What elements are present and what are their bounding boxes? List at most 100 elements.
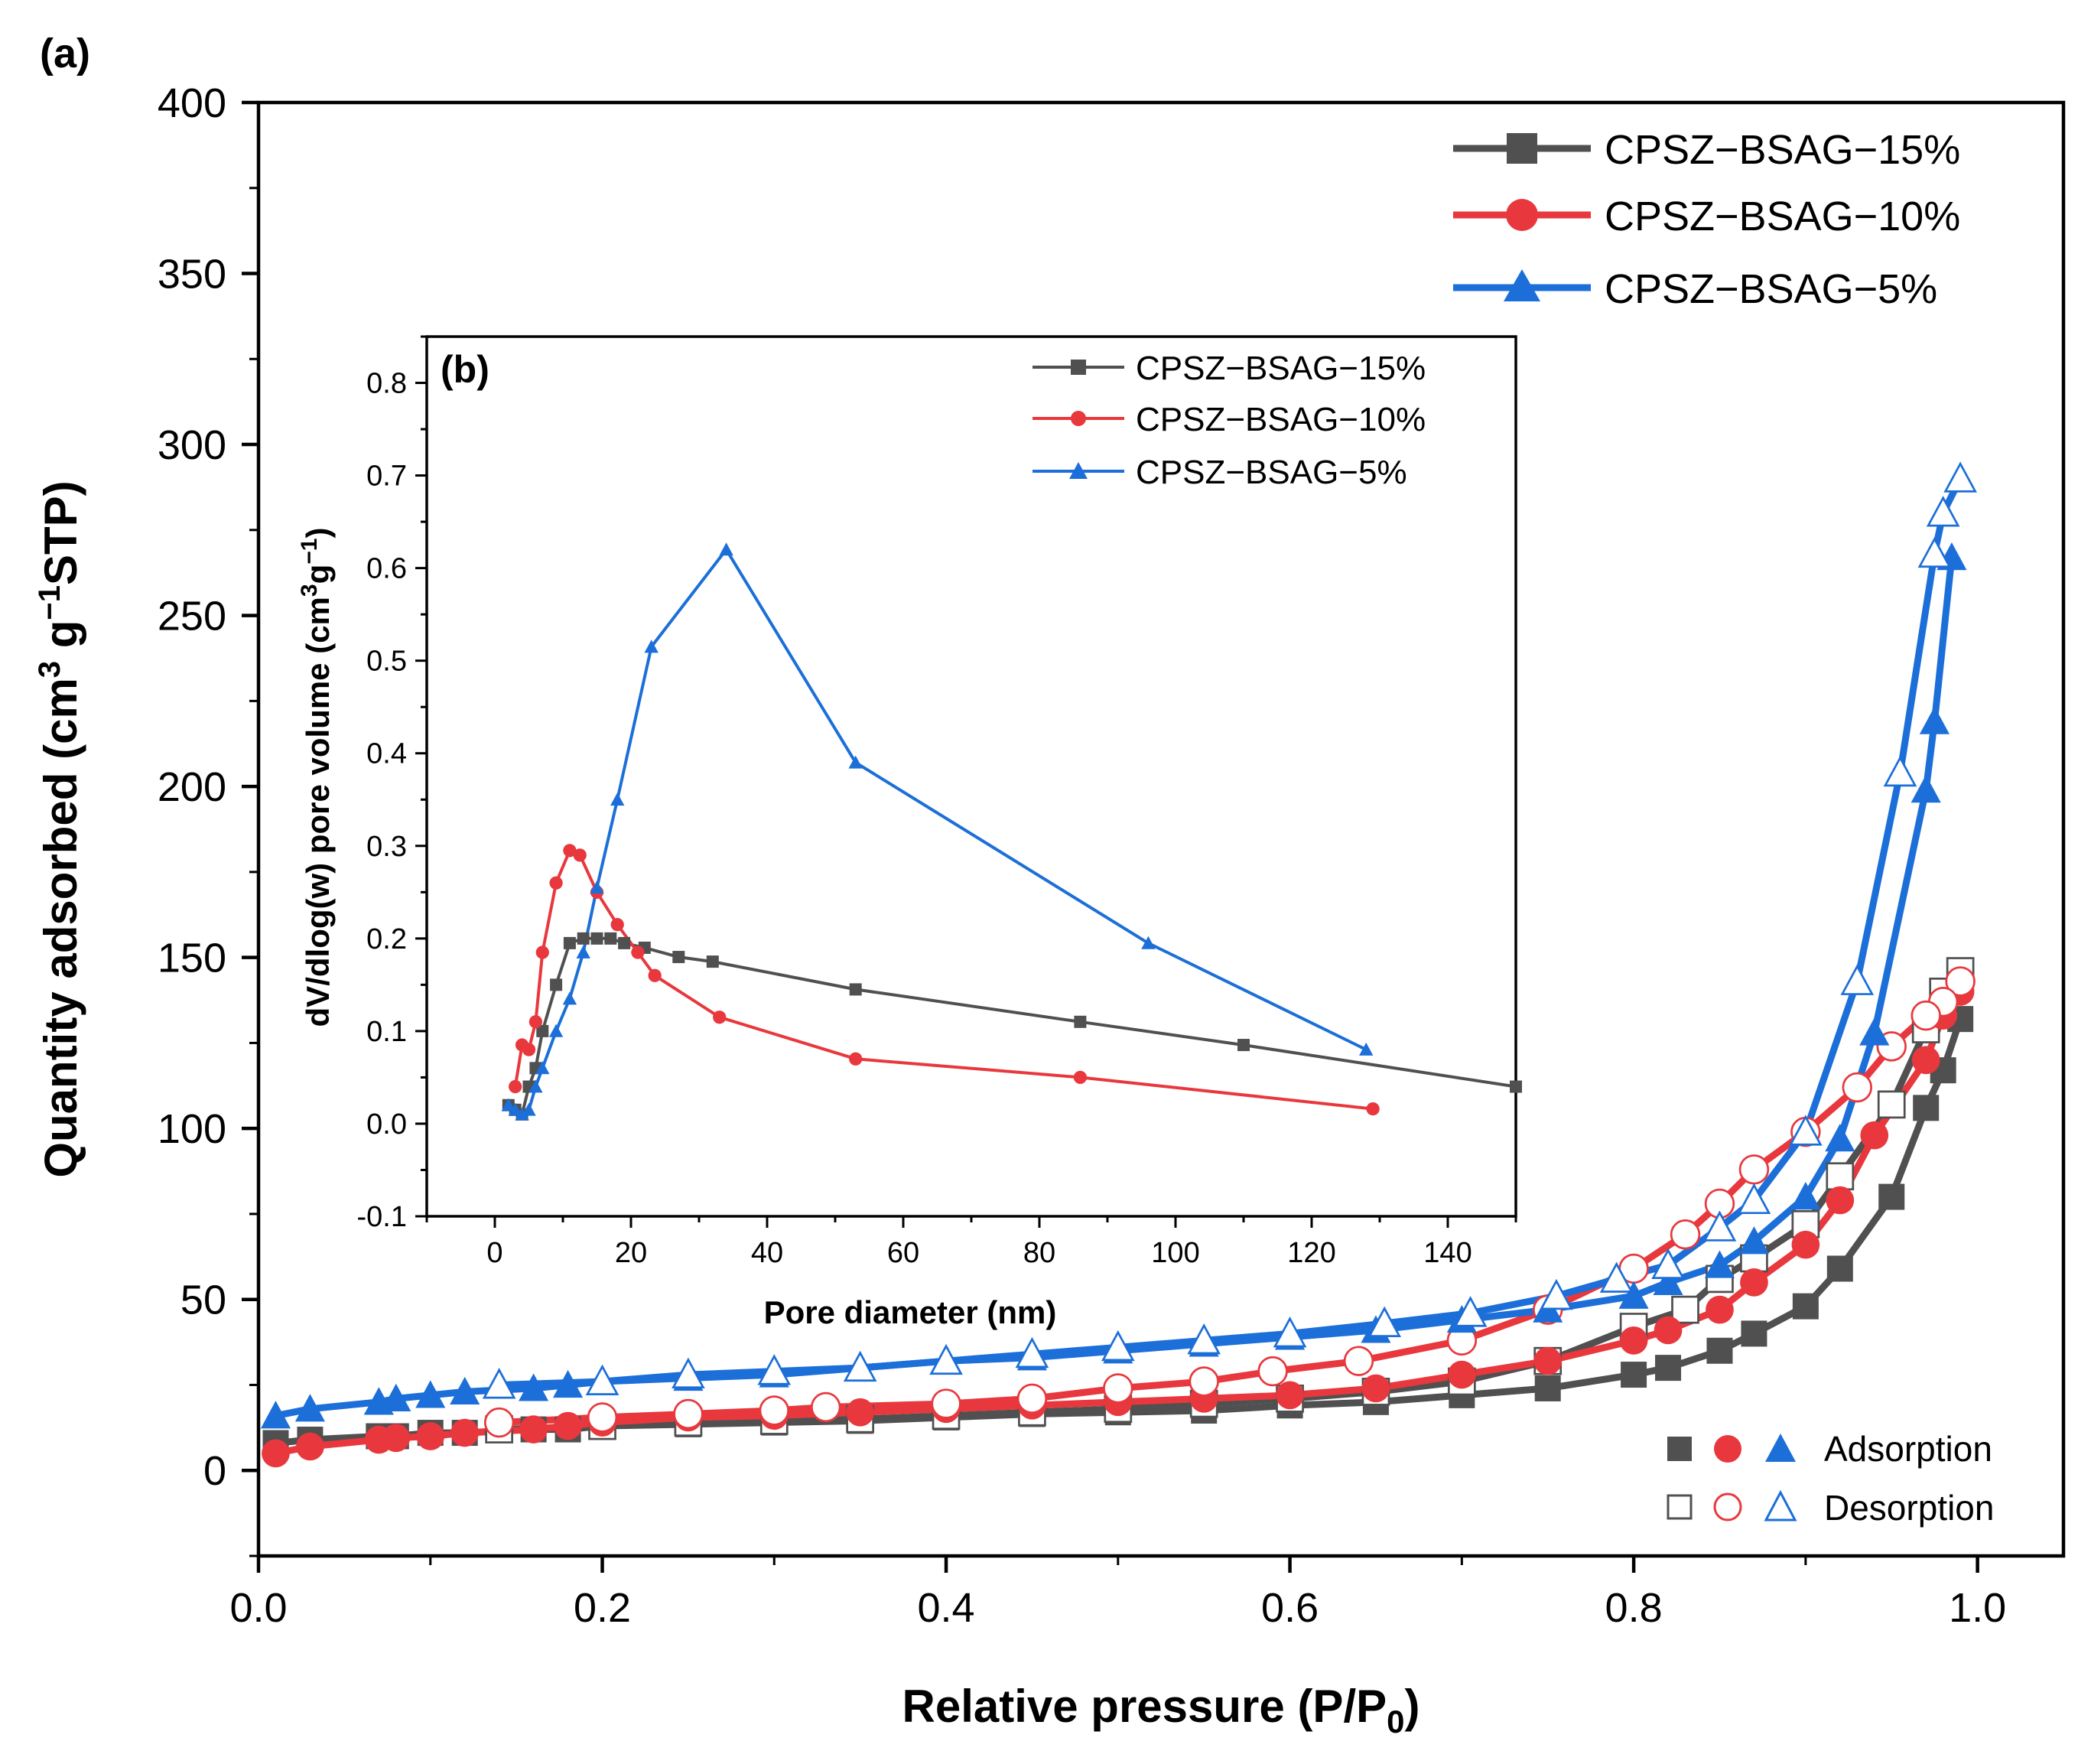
main-desorption-point xyxy=(1273,1316,1307,1348)
main-adsorption-point xyxy=(553,1369,584,1398)
main-adsorption-point xyxy=(260,1401,291,1429)
legend-label-15: CPSZ−BSAG−15% xyxy=(1605,127,1960,173)
main-adsorption-point xyxy=(519,1373,549,1401)
inset-y-tick-label: 0.7 xyxy=(366,461,407,493)
inset-legend-marker-10 xyxy=(1071,411,1086,426)
main-adsorption-point xyxy=(296,1432,324,1461)
inset-y-tick-label: 0.8 xyxy=(366,368,407,400)
mode-desorption-label: Desorption xyxy=(1824,1488,1994,1528)
mode-adsorption-triangle xyxy=(1765,1434,1796,1462)
inset-y-tick-label: 0.5 xyxy=(366,646,407,678)
inset-data-point xyxy=(631,945,645,959)
main-desorption-point xyxy=(1842,1072,1873,1103)
main-adsorption-point xyxy=(1655,1355,1682,1382)
main-adsorption-point xyxy=(450,1376,480,1405)
inset-data-point xyxy=(1074,1015,1087,1028)
main-x-tick-label: 0.8 xyxy=(1605,1585,1663,1631)
inset-data-point xyxy=(610,792,625,806)
main-desorption-point xyxy=(1877,1090,1906,1119)
inset-data-point xyxy=(508,1102,522,1116)
inset-data-point xyxy=(535,945,549,959)
inset-legend-label-5: CPSZ−BSAG−5% xyxy=(1136,454,1407,491)
main-y-tick-label: 100 xyxy=(158,1106,226,1152)
main-desorption-point xyxy=(587,1402,618,1433)
inset-data-point xyxy=(515,1107,529,1121)
main-adsorption-point xyxy=(416,1422,445,1450)
inset-x-tick-label: 140 xyxy=(1423,1237,1472,1269)
main-adsorption-point xyxy=(1533,1346,1563,1375)
main-adsorption-point xyxy=(554,1411,582,1440)
inset-data-point xyxy=(522,1043,536,1056)
main-x-tick-label: 0.4 xyxy=(918,1585,975,1631)
legend-label-10: CPSZ−BSAG−10% xyxy=(1605,194,1960,239)
inset-data-point xyxy=(573,848,587,862)
main-desorption-point xyxy=(585,1364,619,1395)
inset-legend-label-10: CPSZ−BSAG−10% xyxy=(1136,401,1426,438)
main-adsorption-point xyxy=(1878,1183,1905,1210)
main-desorption-point xyxy=(1016,1383,1048,1414)
panel-b-label: (b) xyxy=(441,348,489,391)
main-desorption-point xyxy=(482,1368,516,1399)
main-desorption-point xyxy=(1789,1115,1823,1146)
inset-data-point xyxy=(1237,1039,1250,1052)
main-adsorption-point xyxy=(450,1418,480,1447)
main-desorption-point xyxy=(1103,1373,1133,1404)
inset-data-point xyxy=(849,1052,863,1066)
inset-y-axis-label: dV/dlog(w) pore volume (cm3g−1) xyxy=(297,528,336,1027)
mode-desorption-circle xyxy=(1713,1492,1742,1522)
main-desorption-point xyxy=(1911,1000,1941,1031)
main-plot-frame xyxy=(256,100,2066,1558)
main-adsorption-point xyxy=(1276,1381,1304,1410)
main-x-tick-label: 1.0 xyxy=(1949,1585,2006,1631)
main-adsorption-point xyxy=(1741,1320,1767,1347)
mode-adsorption-circle xyxy=(1714,1435,1741,1463)
inset-x-tick-label: 100 xyxy=(1151,1237,1199,1269)
main-desorption-point xyxy=(1257,1356,1288,1387)
main-adsorption-point xyxy=(1534,1375,1561,1401)
inset-data-point xyxy=(706,955,719,968)
main-y-tick-label: 200 xyxy=(158,764,226,810)
inset-data-point xyxy=(577,932,590,945)
inset-x-tick-label: 60 xyxy=(887,1237,919,1269)
main-y-tick-label: 50 xyxy=(180,1277,226,1323)
main-desorption-point xyxy=(1453,1296,1488,1327)
main-desorption-point xyxy=(1702,1210,1737,1242)
main-desorption-point xyxy=(1737,1183,1771,1215)
inset-series-line xyxy=(513,848,1374,1111)
inset-data-point xyxy=(536,1024,549,1037)
main-adsorption-point xyxy=(1790,1182,1821,1210)
inset-legend-marker-5 xyxy=(1069,462,1088,479)
main-adsorption-point xyxy=(382,1424,411,1453)
legend-marker-5 xyxy=(1504,269,1540,301)
inset-data-point xyxy=(563,844,577,858)
inset-data-point xyxy=(528,1015,543,1029)
main-adsorption-point xyxy=(1618,1281,1649,1309)
main-desorption-point xyxy=(1917,536,1952,568)
inset-data-point xyxy=(1510,1080,1522,1093)
main-desorption-point xyxy=(1943,461,1977,493)
main-adsorption-point xyxy=(262,1439,290,1468)
main-adsorption-point xyxy=(1654,1316,1683,1345)
main-adsorption-point xyxy=(1621,1362,1647,1388)
main-desorption-point xyxy=(1926,496,1960,527)
main-adsorption-point xyxy=(415,1380,446,1408)
main-adsorption-point xyxy=(1911,1046,1940,1075)
inset-x-axis-label: Pore diameter (nm) xyxy=(764,1294,1057,1330)
main-y-tick-label: 0 xyxy=(203,1448,226,1494)
inset-data-point xyxy=(1366,1102,1380,1116)
main-y-tick-label: 250 xyxy=(158,594,226,640)
main-x-axis-label: Relative pressure (P/P0) xyxy=(902,1681,1420,1740)
inset-legend-label-15: CPSZ−BSAG−15% xyxy=(1136,350,1426,387)
main-legend: CPSZ−BSAG−15% CPSZ−BSAG−10% CPSZ−BSAG−5% xyxy=(1453,127,1960,312)
inset-data-point xyxy=(509,1079,522,1094)
legend-label-5: CPSZ−BSAG−5% xyxy=(1605,266,1937,312)
inset-y-tick-label: -0.1 xyxy=(357,1201,407,1233)
main-adsorption-point xyxy=(1706,1337,1733,1364)
inset-y-tick-label: 0.3 xyxy=(366,831,407,863)
main-adsorption-point xyxy=(1740,1268,1768,1297)
main-adsorption-point xyxy=(381,1383,411,1411)
inset-data-point xyxy=(618,936,631,949)
inset-data-point xyxy=(1141,936,1156,949)
inset-y-tick-label: 0.1 xyxy=(366,1016,407,1048)
main-desorption-point xyxy=(1738,1154,1770,1185)
